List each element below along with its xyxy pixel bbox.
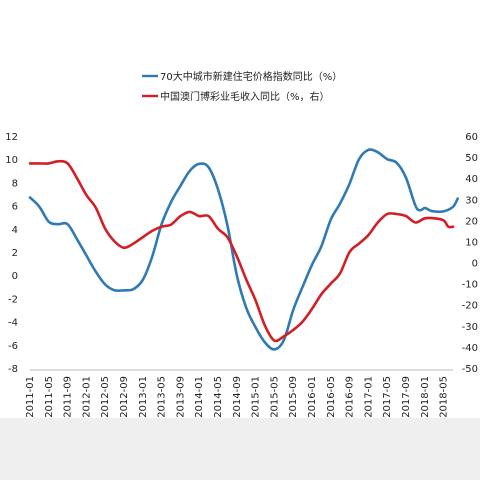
- x-tick-label: 2017-05: [382, 376, 393, 418]
- x-tick-label: 2017-09: [401, 376, 412, 418]
- x-tick-label: 2015-05: [269, 376, 280, 418]
- right-y-tick-label: -50: [462, 364, 478, 375]
- left-y-axis: -8 -6 -4 -2 0 2 4 6 8 10 12: [5, 132, 18, 375]
- right-y-tick-label: 0: [472, 259, 478, 270]
- legend-label-red: 中国澳门博彩业毛收入同比（%，右）: [160, 90, 330, 103]
- x-tick-label: 2014-05: [213, 376, 224, 418]
- right-y-tick-label: 30: [465, 195, 478, 206]
- x-tick-label: 2012-09: [119, 376, 130, 418]
- x-tick-label: 2012-05: [100, 376, 111, 418]
- right-y-tick-label: 50: [465, 153, 478, 164]
- x-tick-label: 2011-01: [25, 376, 36, 418]
- left-y-tick-label: -4: [8, 318, 18, 329]
- x-tick-label: 2015-09: [288, 376, 299, 418]
- right-y-tick-label: -10: [462, 280, 478, 291]
- left-y-tick-label: -2: [8, 294, 18, 305]
- x-tick-label: 2013-01: [138, 376, 149, 418]
- x-tick-label: 2013-09: [175, 376, 186, 418]
- left-y-tick-label: -6: [8, 341, 18, 352]
- right-y-tick-label: 20: [465, 216, 478, 227]
- left-y-tick-label: -8: [8, 364, 18, 375]
- x-tick-label: 2014-01: [194, 376, 205, 418]
- x-axis: 2011-01 2011-05 2011-09 2012-01 2012-05 2012-…: [25, 369, 453, 418]
- left-y-tick-label: 10: [5, 155, 18, 166]
- right-y-tick-label: 40: [465, 174, 478, 185]
- right-y-tick-label: 10: [465, 237, 478, 248]
- right-y-axis: -50 -40 -30 -20 -10 0 10 20 30 40 50 60: [462, 132, 478, 375]
- x-tick-label: 2018-01: [420, 376, 431, 418]
- bottom-band: [0, 418, 480, 480]
- right-y-tick-label: -40: [462, 343, 478, 354]
- x-tick-label: 2014-09: [232, 376, 243, 418]
- x-tick-label: 2018-05: [439, 376, 450, 418]
- left-y-tick-label: 6: [12, 202, 18, 213]
- series-line-macau-gaming: [28, 159, 455, 343]
- x-tick-label: 2015-01: [251, 376, 262, 418]
- right-y-tick-label: -20: [462, 301, 478, 312]
- legend-label-blue: 70大中城市新建住宅价格指数同比（%）: [160, 70, 342, 83]
- x-tick-label: 2016-05: [326, 376, 337, 418]
- plot-area: [28, 148, 459, 351]
- x-tick-label: 2011-09: [63, 376, 74, 418]
- left-y-tick-label: 12: [5, 132, 18, 143]
- x-tick-label: 2011-05: [44, 376, 55, 418]
- series-line-housing-price: [28, 148, 459, 351]
- left-y-tick-label: 4: [12, 225, 18, 236]
- left-y-tick-label: 0: [12, 271, 18, 282]
- x-tick-label: 2012-01: [81, 376, 92, 418]
- legend: 70大中城市新建住宅价格指数同比（%） 中国澳门博彩业毛收入同比（%，右）: [142, 70, 342, 103]
- left-y-tick-label: 8: [12, 178, 18, 189]
- x-tick-label: 2013-05: [157, 376, 168, 418]
- x-tick-label: 2016-09: [345, 376, 356, 418]
- left-y-tick-label: 2: [12, 248, 18, 259]
- x-tick-label: 2017-01: [363, 376, 374, 418]
- x-tick-label: 2016-01: [307, 376, 318, 418]
- right-y-tick-label: 60: [465, 132, 478, 143]
- right-y-tick-label: -30: [462, 322, 478, 333]
